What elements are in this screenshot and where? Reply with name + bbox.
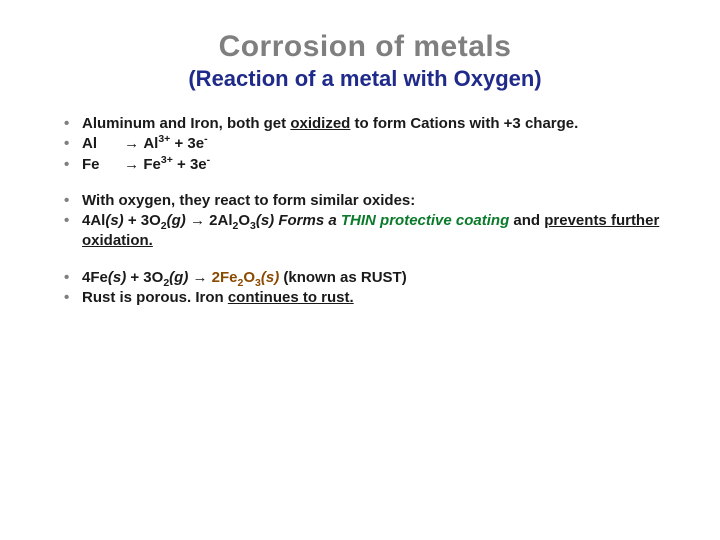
arrow-icon: → [120, 135, 143, 152]
bullet-list: Aluminum and Iron, both get oxidized to … [60, 114, 670, 175]
text-rust-product: 2Fe [212, 269, 238, 286]
text: O [243, 269, 255, 286]
state-label: (s) [261, 269, 284, 286]
text: Forms a [274, 212, 341, 229]
bullet-1: Aluminum and Iron, both get oxidized to … [60, 114, 670, 134]
text: 2Al [209, 212, 232, 229]
text: + 3O [124, 212, 161, 229]
slide-title: Corrosion of metals [60, 30, 670, 64]
state-label: (g) [167, 212, 186, 229]
text: (known as RUST) [283, 269, 406, 286]
bullet-list-2: With oxygen, they react to form similar … [60, 191, 670, 252]
text: + 3e [170, 135, 204, 152]
text: 4Fe [82, 269, 108, 286]
text: 4Al [82, 212, 105, 229]
arrow-icon: → [188, 269, 211, 286]
charge: 3+ [161, 154, 173, 166]
text-thin-coating: THIN protective coating [341, 212, 509, 229]
text: Rust is porous. Iron [82, 289, 228, 306]
spacer [60, 175, 670, 191]
spacer [60, 252, 670, 268]
text-oxidized: oxidized [290, 115, 350, 132]
text: + 3e [173, 156, 207, 173]
ion-fe: Fe [143, 156, 161, 173]
bullet-6: 4Fe(s) + 3O2(g) → 2Fe2O3(s) (known as RU… [60, 268, 670, 288]
text: Aluminum and Iron, both get [82, 115, 290, 132]
slide-subtitle: (Reaction of a metal with Oxygen) [60, 66, 670, 92]
state-label: (g) [169, 269, 188, 286]
text-continues: continues to rust. [228, 289, 354, 306]
ion-al: Al [143, 135, 158, 152]
bullet-list-3: 4Fe(s) + 3O2(g) → 2Fe2O3(s) (known as RU… [60, 268, 670, 309]
electron-minus: - [207, 154, 211, 166]
text: With oxygen, they react to form similar … [82, 192, 415, 209]
bullet-3: Fe → Fe3+ + 3e- [60, 155, 670, 175]
bullet-7: Rust is porous. Iron continues to rust. [60, 288, 670, 308]
charge: 3+ [158, 133, 170, 145]
text: + 3O [126, 269, 163, 286]
state-label: (s) [105, 212, 123, 229]
electron-minus: - [204, 133, 208, 145]
bullet-2: Al → Al3+ + 3e- [60, 134, 670, 154]
text: O [238, 212, 250, 229]
text: to form Cations with +3 charge. [350, 115, 578, 132]
slide: Corrosion of metals (Reaction of a metal… [0, 0, 720, 540]
state-label: (s) [256, 212, 274, 229]
bullet-5: 4Al(s) + 3O2(g) → 2Al2O3(s) Forms a THIN… [60, 211, 670, 252]
state-label: (s) [108, 269, 126, 286]
arrow-icon: → [120, 156, 143, 173]
bullet-4: With oxygen, they react to form similar … [60, 191, 670, 211]
text: and [509, 212, 544, 229]
symbol-fe: Fe [82, 155, 120, 175]
symbol-al: Al [82, 134, 120, 154]
arrow-icon: → [186, 212, 209, 229]
